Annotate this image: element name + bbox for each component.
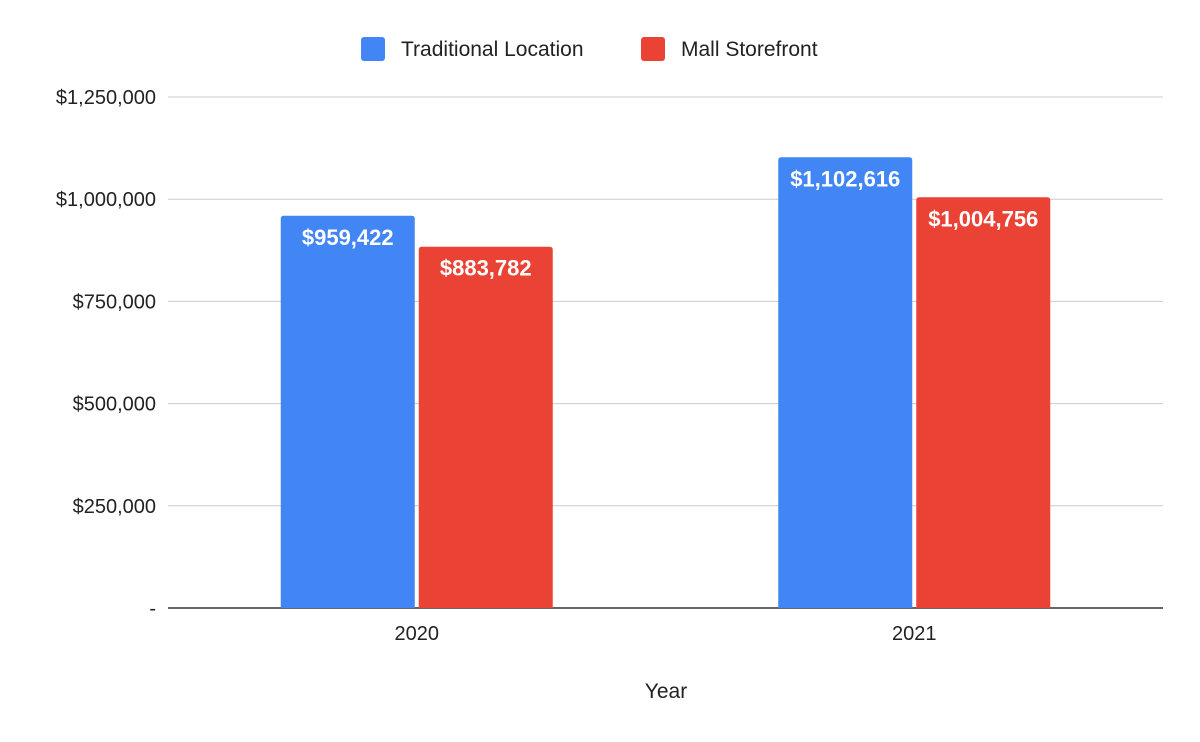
x-tick-label: 2021: [892, 623, 937, 645]
x-axis-title: Year: [645, 680, 687, 703]
bar-mall-storefront-2020: [418, 246, 553, 609]
bars: [280, 157, 1051, 609]
y-tick-label: -: [149, 598, 156, 620]
legend-swatch: [641, 37, 665, 61]
bar-mall-storefront-2021: [916, 197, 1051, 609]
x-tick-label: 2020: [395, 623, 440, 645]
y-tick-label: $500,000: [73, 394, 156, 416]
y-tick-label: $1,000,000: [56, 189, 156, 211]
y-tick-label: $1,250,000: [56, 87, 156, 109]
data-label: $1,004,756: [928, 206, 1038, 231]
y-tick-label: $750,000: [73, 291, 156, 313]
y-tick-label: $250,000: [73, 496, 156, 518]
y-axis-tick-labels: - $250,000 $500,000 $750,000 $1,000,000 $1,25…: [56, 87, 156, 620]
legend: Traditional Location Mall Storefront: [361, 37, 818, 61]
data-label: $1,102,616: [790, 166, 900, 191]
legend-label: Mall Storefront: [681, 38, 818, 61]
bar-traditional-location-2021: [778, 157, 913, 608]
x-axis-tick-labels: 2020 2021: [395, 623, 937, 645]
data-label: $959,422: [302, 225, 394, 250]
legend-label: Traditional Location: [401, 38, 584, 61]
bar-traditional-location-2020: [280, 215, 415, 609]
data-labels: $959,422 $883,782 $1,102,616 $1,004,756: [302, 166, 1038, 280]
data-label: $883,782: [440, 256, 532, 281]
legend-swatch: [361, 37, 385, 61]
